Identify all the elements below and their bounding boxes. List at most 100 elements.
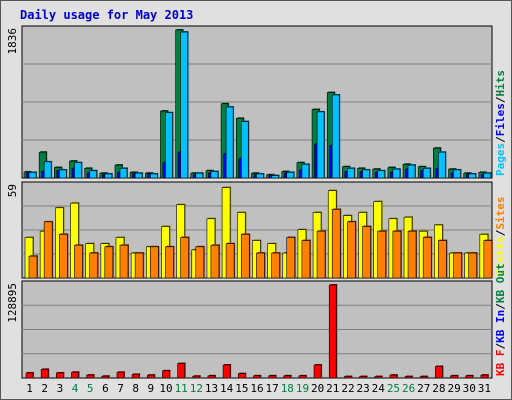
x-tick-label: 13 [205,382,218,395]
bar-kbf [404,376,413,379]
bar-pages [89,170,97,179]
bar-pages [422,168,431,179]
bar-sites [59,234,68,279]
bar-kbf [435,366,443,379]
x-tick-label: 11 [175,382,188,395]
bar-kbf [116,371,125,379]
bar-sites [377,230,387,279]
bar-kbf [298,375,307,379]
legend-entry: Visits [494,236,507,276]
bar-sites [180,237,189,279]
bar-kbf [344,376,352,379]
x-tick-label: 19 [296,382,309,395]
bar-pages [316,111,325,179]
bar-sites [165,246,174,279]
x-tick-label: 7 [117,382,124,395]
x-tick-label: 23 [357,382,370,395]
bar-sites [119,244,129,279]
bar-pages [347,168,355,179]
bar-pages [240,121,249,179]
bar-kbf [71,371,79,379]
bar-pages [301,163,310,179]
x-tick-label: 5 [87,382,94,395]
legend: KB F/KB In/KB Out [494,263,507,376]
bar-sites [210,244,220,279]
bar-pages [43,161,52,179]
bar-sites [483,240,493,279]
bar-kbf [237,373,246,379]
x-tick-label: 22 [341,382,354,395]
bar-sites [347,221,356,279]
bar-sites [74,244,83,279]
x-tick-label: 21 [326,382,339,395]
bar-kbf [328,284,337,379]
bar-sites [225,243,235,279]
x-tick-label: 28 [432,382,445,395]
bar-kbf [177,363,185,379]
x-tick-label: 15 [235,382,248,395]
x-tick-label: 31 [478,382,491,395]
y-max-label: 1836 [6,28,19,55]
legend: Pages/Files/Hits [494,70,507,176]
bar-sites [43,221,53,279]
bar-pages [104,173,113,179]
bar-sites [28,255,38,279]
x-tick-label: 18 [281,382,294,395]
bar-pages [453,169,461,179]
x-tick-label: 4 [72,382,79,395]
x-tick-label: 8 [132,382,139,395]
x-tick-label: 29 [447,382,460,395]
bar-kbf [146,374,155,379]
x-tick-label: 6 [102,382,109,395]
bar-sites [331,209,341,279]
bar-sites [104,246,114,279]
bar-kbf [207,375,216,379]
bar-pages [195,172,204,179]
bar-sites [362,226,371,279]
x-tick-label: 24 [372,382,386,395]
bar-pages [483,172,492,179]
bar-pages [28,172,37,179]
x-tick-label: 10 [159,382,172,395]
legend-entry: Hits [494,70,507,97]
bar-pages [377,170,386,179]
legend-entry: Pages [494,143,507,176]
x-tick-label: 2 [41,382,48,395]
bar-kbf [359,376,367,379]
bar-sites [468,252,477,279]
bar-pages [438,151,446,179]
bar-pages [331,94,340,179]
bar-kbf [162,370,170,379]
bar-sites [149,246,159,279]
legend-separator: / [494,343,507,350]
x-tick-label: 27 [417,382,430,395]
bar-pages [468,173,476,179]
bar-pages [180,31,188,179]
x-tick-label: 30 [463,382,476,395]
bar-sites [240,234,250,279]
bar-pages [392,168,401,179]
legend-entry: Sites [494,197,507,230]
legend-separator: / [494,96,507,103]
legend-entry: KB Out [494,263,507,303]
chart-title: Daily usage for May 2013 [20,8,194,22]
bar-kbf [450,375,458,379]
bar-kbf [101,375,110,379]
bar-pages [286,172,295,179]
bar-pages [149,173,158,179]
bar-kbf [374,376,383,379]
bar-pages [271,175,279,179]
bar-sites [286,237,296,279]
legend-separator: / [494,303,507,310]
bar-kbf [268,375,276,379]
bar-kbf [283,375,292,379]
x-tick-label: 3 [57,382,64,395]
x-tick-label: 14 [220,382,234,395]
bar-pages [256,173,264,179]
bar-pages [165,112,173,179]
bar-kbf [419,376,428,379]
legend: Visits/Sites [494,197,507,277]
